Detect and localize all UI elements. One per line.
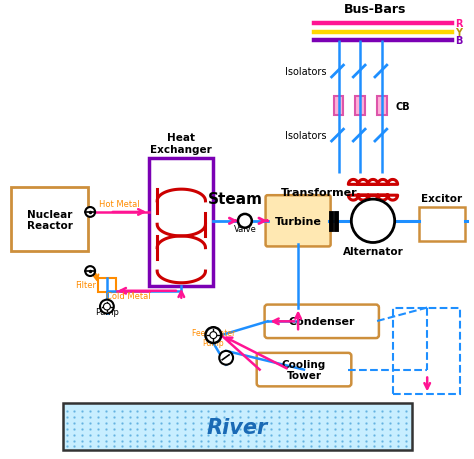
Text: Bus-Bars: Bus-Bars: [344, 3, 407, 16]
Bar: [334, 96, 344, 116]
Circle shape: [100, 300, 114, 314]
Circle shape: [351, 200, 395, 243]
Text: Pump: Pump: [95, 308, 119, 317]
Circle shape: [85, 207, 95, 218]
Bar: [377, 96, 387, 116]
FancyBboxPatch shape: [11, 188, 88, 252]
Bar: [419, 207, 465, 241]
Bar: [98, 278, 116, 292]
Bar: [149, 158, 213, 286]
Text: Alternator: Alternator: [343, 247, 403, 257]
Text: B: B: [455, 36, 462, 46]
Circle shape: [219, 351, 233, 365]
Text: Valve: Valve: [234, 224, 256, 233]
FancyBboxPatch shape: [264, 305, 379, 338]
Text: River: River: [207, 417, 268, 437]
FancyBboxPatch shape: [265, 196, 331, 247]
Text: Filter: Filter: [75, 281, 96, 290]
Text: Hot Metal: Hot Metal: [100, 200, 140, 208]
Circle shape: [205, 328, 221, 343]
Text: Cold Metal: Cold Metal: [106, 291, 150, 300]
Text: CB: CB: [396, 101, 410, 111]
Text: Excitor: Excitor: [421, 194, 463, 204]
Circle shape: [103, 303, 110, 310]
Bar: [63, 403, 412, 450]
Circle shape: [85, 267, 95, 276]
Text: Feed Water
Pump: Feed Water Pump: [191, 328, 235, 347]
Text: R: R: [455, 19, 462, 28]
Text: Turbine: Turbine: [274, 216, 321, 226]
Circle shape: [210, 332, 217, 339]
Circle shape: [238, 214, 252, 228]
Text: Isolators: Isolators: [285, 131, 327, 141]
Text: Cooling
Tower: Cooling Tower: [282, 359, 326, 381]
Text: Condenser: Condenser: [289, 317, 355, 327]
Bar: [392, 308, 460, 394]
Text: Isolators: Isolators: [285, 67, 327, 77]
Text: Y: Y: [455, 28, 462, 38]
Text: Nuclear
Reactor: Nuclear Reactor: [27, 209, 73, 230]
Text: Steam: Steam: [208, 191, 263, 207]
Text: Transformer: Transformer: [281, 188, 357, 198]
Bar: [355, 96, 365, 116]
FancyBboxPatch shape: [257, 353, 351, 386]
Text: Heat
Exchanger: Heat Exchanger: [150, 133, 212, 155]
